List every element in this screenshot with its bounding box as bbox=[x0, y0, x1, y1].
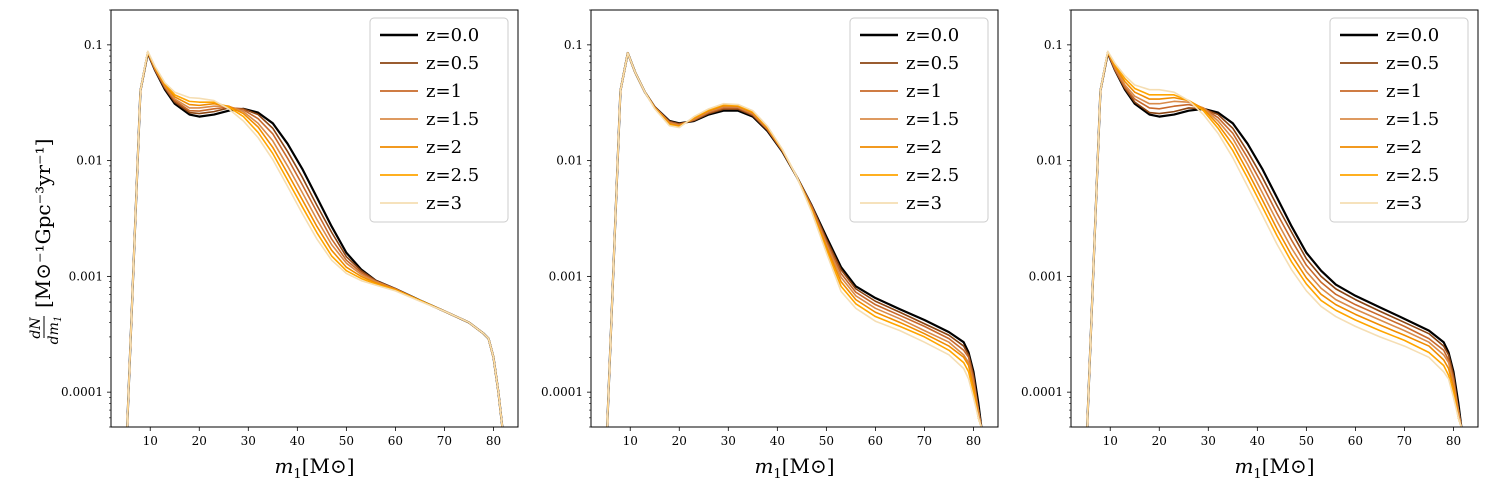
series-lines bbox=[606, 51, 983, 427]
x-tick-label: 20 bbox=[1152, 434, 1167, 448]
y-tick-label: 0.1 bbox=[1044, 38, 1063, 52]
x-tick-label: 50 bbox=[339, 434, 354, 448]
series-line-z-2 bbox=[1086, 51, 1463, 427]
x-tick-label: 50 bbox=[819, 434, 834, 448]
series-line-z-0-0 bbox=[1086, 51, 1463, 427]
x-tick-label: 50 bbox=[1299, 434, 1314, 448]
x-tick-label: 20 bbox=[672, 434, 687, 448]
y-label-num: dN bbox=[28, 317, 44, 339]
y-tick-label: 0.0001 bbox=[61, 385, 103, 399]
x-axis-label: m1[M⊙] bbox=[1234, 454, 1314, 482]
y-tick-label: 0.001 bbox=[1029, 269, 1063, 283]
legend-entry: z=0.0 bbox=[1386, 25, 1439, 46]
x-tick-label: 70 bbox=[917, 434, 932, 448]
x-tick-label: 30 bbox=[1201, 434, 1216, 448]
axes-frame bbox=[1070, 9, 1479, 428]
legend-entry: z=3 bbox=[426, 193, 462, 214]
y-tick-label: 0.0001 bbox=[1021, 385, 1063, 399]
legend-entry: z=2.5 bbox=[1386, 165, 1439, 186]
legend-entry: z=0.0 bbox=[906, 25, 959, 46]
legend-entry: z=3 bbox=[1386, 193, 1422, 214]
legend-entry: z=0.5 bbox=[426, 53, 479, 74]
y-tick-label: 0.001 bbox=[549, 269, 583, 283]
series-lines bbox=[1086, 50, 1463, 427]
x-tick-label: 80 bbox=[486, 434, 501, 448]
legend-entry: z=1 bbox=[1386, 81, 1422, 102]
legend-box bbox=[369, 17, 509, 223]
legend-entry: z=2 bbox=[426, 137, 462, 158]
legend-entry: z=0.0 bbox=[426, 25, 479, 46]
legend-entry: z=1.5 bbox=[1386, 109, 1439, 130]
x-tick-label: 10 bbox=[143, 434, 158, 448]
legend-entry: z=2.5 bbox=[906, 165, 959, 186]
x-tick-label: 30 bbox=[721, 434, 736, 448]
x-axis-label: m1[M⊙] bbox=[274, 454, 354, 482]
axes-frame bbox=[110, 9, 519, 428]
y-label-units: [M⊙⁻¹Gpc⁻³yr⁻¹] bbox=[31, 139, 55, 308]
legend-box bbox=[1329, 17, 1469, 223]
y-tick-label: 0.1 bbox=[84, 38, 103, 52]
x-tick-label: 70 bbox=[1397, 434, 1412, 448]
y-tick-label: 0.001 bbox=[69, 269, 103, 283]
legend-entry: z=1 bbox=[906, 81, 942, 102]
x-tick-label: 60 bbox=[868, 434, 883, 448]
panel-1: 10 20 30 40 50 60 70 80 0.0001 0.001 0.01 0.1 m1[M⊙]… bbox=[61, 9, 519, 482]
axes-frame bbox=[590, 9, 999, 428]
legend: z=0.0 z=0.5 z=1 z=1.5 z=2 z=2.5 z=3 bbox=[369, 17, 509, 223]
legend-entry: z=2.5 bbox=[426, 165, 479, 186]
x-tick-label: 40 bbox=[1250, 434, 1265, 448]
x-tick-label: 60 bbox=[1348, 434, 1363, 448]
legend-entry: z=2 bbox=[1386, 137, 1422, 158]
legend-box bbox=[849, 17, 989, 223]
y-tick-label: 0.01 bbox=[76, 154, 103, 168]
x-tick-label: 40 bbox=[290, 434, 305, 448]
panel-2: 10 20 30 40 50 60 70 80 0.0001 0.001 0.01 0.1 m1[M⊙]… bbox=[541, 9, 999, 482]
legend: z=0.0 z=0.5 z=1 z=1.5 z=2 z=2.5 z=3 bbox=[1329, 17, 1469, 223]
x-tick-label: 10 bbox=[1103, 434, 1118, 448]
x-tick-label: 40 bbox=[770, 434, 785, 448]
series-line-z-2-5 bbox=[1086, 51, 1463, 427]
panel-3: 10 20 30 40 50 60 70 80 0.0001 0.001 0.01 0.1 m1[M⊙]… bbox=[1021, 9, 1479, 482]
y-tick-label: 0.01 bbox=[1036, 154, 1063, 168]
x-tick-label: 20 bbox=[192, 434, 207, 448]
legend-entry: z=1.5 bbox=[906, 109, 959, 130]
x-tick-label: 80 bbox=[1446, 434, 1461, 448]
x-tick-label: 30 bbox=[241, 434, 256, 448]
series-line-z-3 bbox=[1086, 50, 1463, 427]
legend-entry: z=1 bbox=[426, 81, 462, 102]
legend-entry: z=1.5 bbox=[426, 109, 479, 130]
legend-entry: z=0.5 bbox=[906, 53, 959, 74]
x-tick-label: 10 bbox=[623, 434, 638, 448]
series-line-z-3 bbox=[126, 50, 504, 427]
legend-entry: z=2 bbox=[906, 137, 942, 158]
legend: z=0.0 z=0.5 z=1 z=1.5 z=2 z=2.5 z=3 bbox=[849, 17, 989, 223]
series-line-z-3 bbox=[606, 52, 983, 427]
x-tick-label: 60 bbox=[388, 434, 403, 448]
legend-entry: z=0.5 bbox=[1386, 53, 1439, 74]
y-label-den: dm1 bbox=[46, 316, 64, 345]
x-tick-label: 70 bbox=[437, 434, 452, 448]
legend-entry: z=3 bbox=[906, 193, 942, 214]
x-tick-label: 80 bbox=[966, 434, 981, 448]
x-axis-label: m1[M⊙] bbox=[754, 454, 834, 482]
y-tick-label: 0.1 bbox=[564, 38, 583, 52]
y-axis-label: dN dm1 [M⊙⁻¹Gpc⁻³yr⁻¹] bbox=[28, 139, 64, 345]
series-line-z-0-5 bbox=[1086, 52, 1463, 427]
series-lines bbox=[126, 50, 504, 427]
series-line-z-1-5 bbox=[1086, 51, 1463, 427]
series-line-z-1 bbox=[1086, 51, 1463, 427]
y-tick-label: 0.01 bbox=[556, 154, 583, 168]
y-tick-label: 0.0001 bbox=[541, 385, 583, 399]
